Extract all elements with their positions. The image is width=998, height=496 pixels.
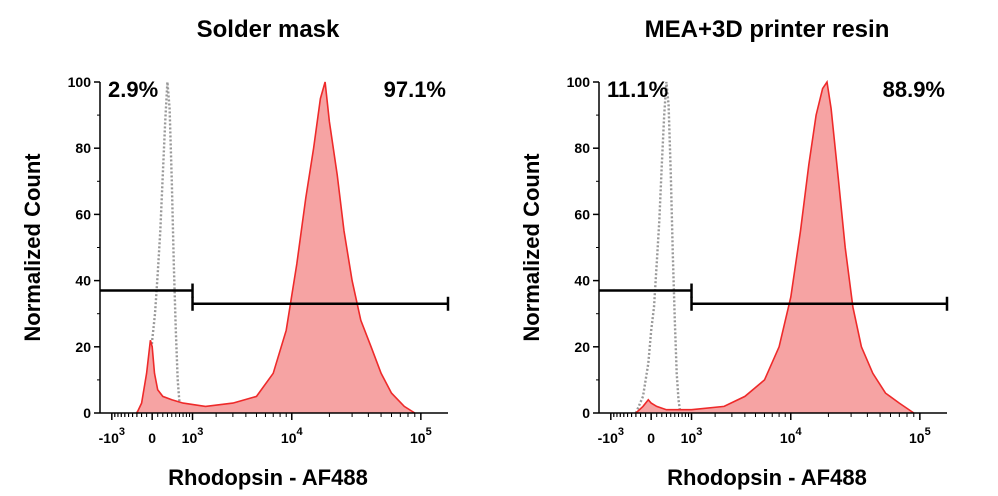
x-axis-label: Rhodopsin - AF488 — [168, 465, 368, 490]
x-tick-label-exponent: 3 — [696, 426, 702, 438]
y-tick-label: 0 — [83, 405, 91, 421]
gate-percent-right: 97.1% — [384, 77, 446, 102]
y-tick-label: 20 — [75, 339, 91, 355]
y-tick-label: 80 — [574, 140, 590, 156]
x-tick-label-exponent: 3 — [618, 426, 624, 438]
histogram-panel-solder-mask: Solder mask Normalized Count Rhodopsin - A… — [20, 16, 450, 490]
x-axis-label: Rhodopsin - AF488 — [667, 465, 867, 490]
x-tick-label-exponent: 3 — [197, 426, 203, 438]
gate-percent-left: 11.1% — [607, 77, 668, 102]
y-tick-label: 40 — [75, 273, 91, 289]
x-tick-label-base: 10 — [281, 430, 297, 446]
y-axis-label: Normalized Count — [20, 153, 45, 342]
y-tick-label: 40 — [574, 273, 590, 289]
x-tick-label-exponent: 3 — [119, 426, 125, 438]
x-tick-label-base: 10 — [909, 430, 925, 446]
histogram-line-1 — [635, 79, 915, 414]
y-tick-label: 20 — [574, 339, 590, 355]
y-tick-label: 100 — [567, 74, 591, 90]
x-tick-label-base: 10 — [780, 430, 796, 446]
x-tick-label: 104 — [780, 426, 803, 446]
control-histogram-line-0 — [634, 81, 682, 414]
y-tick-label: 80 — [75, 140, 91, 156]
x-tick-label: 105 — [909, 426, 931, 446]
x-tick-label: 0 — [148, 430, 156, 446]
histogram-area-1 — [136, 82, 415, 413]
x-tick-label-base: -10 — [598, 430, 618, 446]
chart-svg: MEA+3D printer resin Normalized Count Rhod… — [519, 16, 949, 490]
histogram-area-1 — [635, 82, 914, 413]
y-tick-label: 60 — [574, 206, 590, 222]
x-tick-label-base: 10 — [410, 430, 426, 446]
histogram-panel-mea-resin: MEA+3D printer resin Normalized Count Rhod… — [499, 0, 998, 496]
chart-title: Solder mask — [197, 16, 340, 43]
chart-svg: Solder mask Normalized Count Rhodopsin - A… — [20, 16, 450, 490]
y-tick-label: 0 — [582, 405, 590, 421]
x-tick-label-base: 10 — [182, 430, 198, 446]
x-tick-label-exponent: 5 — [925, 426, 931, 438]
x-tick-label-base: 0 — [148, 430, 156, 446]
histogram-line-1 — [136, 81, 416, 414]
x-tick-label-exponent: 4 — [296, 426, 303, 438]
gate-percent-right: 88.9% — [883, 77, 945, 102]
x-tick-label: -103 — [598, 426, 624, 446]
y-tick-label: 100 — [68, 74, 92, 90]
x-tick-label-exponent: 5 — [426, 426, 432, 438]
x-tick-label: 0 — [647, 430, 655, 446]
control-histogram-line-0 — [135, 81, 183, 414]
gate-percent-left: 2.9% — [108, 77, 158, 102]
x-tick-label: 103 — [182, 426, 204, 446]
x-tick-label: 103 — [681, 426, 703, 446]
y-axis-label: Normalized Count — [519, 153, 544, 342]
x-tick-label-exponent: 4 — [795, 426, 802, 438]
x-tick-label: -103 — [99, 426, 125, 446]
x-tick-label: 104 — [281, 426, 304, 446]
x-tick-label: 105 — [410, 426, 432, 446]
x-tick-label-base: -10 — [99, 430, 119, 446]
x-tick-label-base: 10 — [681, 430, 697, 446]
chart-title: MEA+3D printer resin — [645, 16, 890, 43]
y-tick-label: 60 — [75, 206, 91, 222]
x-tick-label-base: 0 — [647, 430, 655, 446]
